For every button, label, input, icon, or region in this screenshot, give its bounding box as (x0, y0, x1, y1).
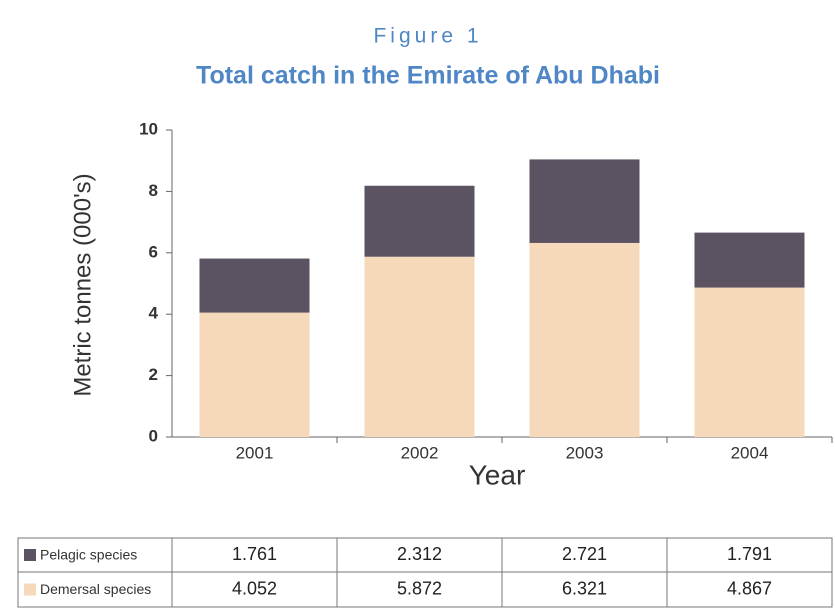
table-value: 4.867 (727, 578, 772, 598)
legend-label: Demersal species (40, 581, 151, 597)
table-value: 5.872 (397, 578, 442, 598)
bar-segment (199, 258, 310, 313)
bar-segment (694, 232, 805, 288)
x-tick-label: 2003 (566, 443, 604, 462)
x-axis-label: Year (469, 459, 526, 490)
chart-title: Total catch in the Emirate of Abu Dhabi (196, 62, 660, 90)
x-tick-label: 2004 (731, 443, 769, 462)
y-tick-label: 6 (149, 242, 158, 261)
table-value: 6.321 (562, 578, 607, 598)
figure-label: Figure 1 (373, 25, 482, 48)
bar-segment (694, 287, 805, 437)
table-value: 2.721 (562, 544, 607, 564)
y-tick-label: 0 (149, 426, 158, 445)
x-tick-label: 2002 (401, 443, 439, 462)
y-tick-label: 4 (149, 304, 159, 323)
bar-segment (364, 185, 475, 257)
legend-swatch (24, 583, 36, 596)
legend-swatch (24, 549, 36, 561)
y-tick-label: 8 (149, 181, 158, 200)
y-tick-label: 2 (149, 365, 158, 384)
y-axis-label: Metric tonnes (000's) (69, 173, 96, 396)
bar-segment (529, 242, 640, 437)
x-tick-label: 2001 (236, 443, 274, 462)
y-tick-label: 10 (139, 119, 158, 138)
table-value: 4.052 (232, 578, 277, 598)
bar-segment (199, 312, 310, 437)
table-value: 2.312 (397, 544, 442, 564)
bar-segment (529, 159, 640, 243)
table-value: 1.791 (727, 544, 772, 564)
legend-label: Pelagic species (40, 547, 137, 563)
table-value: 1.761 (232, 544, 277, 564)
bar-segment (364, 256, 475, 437)
